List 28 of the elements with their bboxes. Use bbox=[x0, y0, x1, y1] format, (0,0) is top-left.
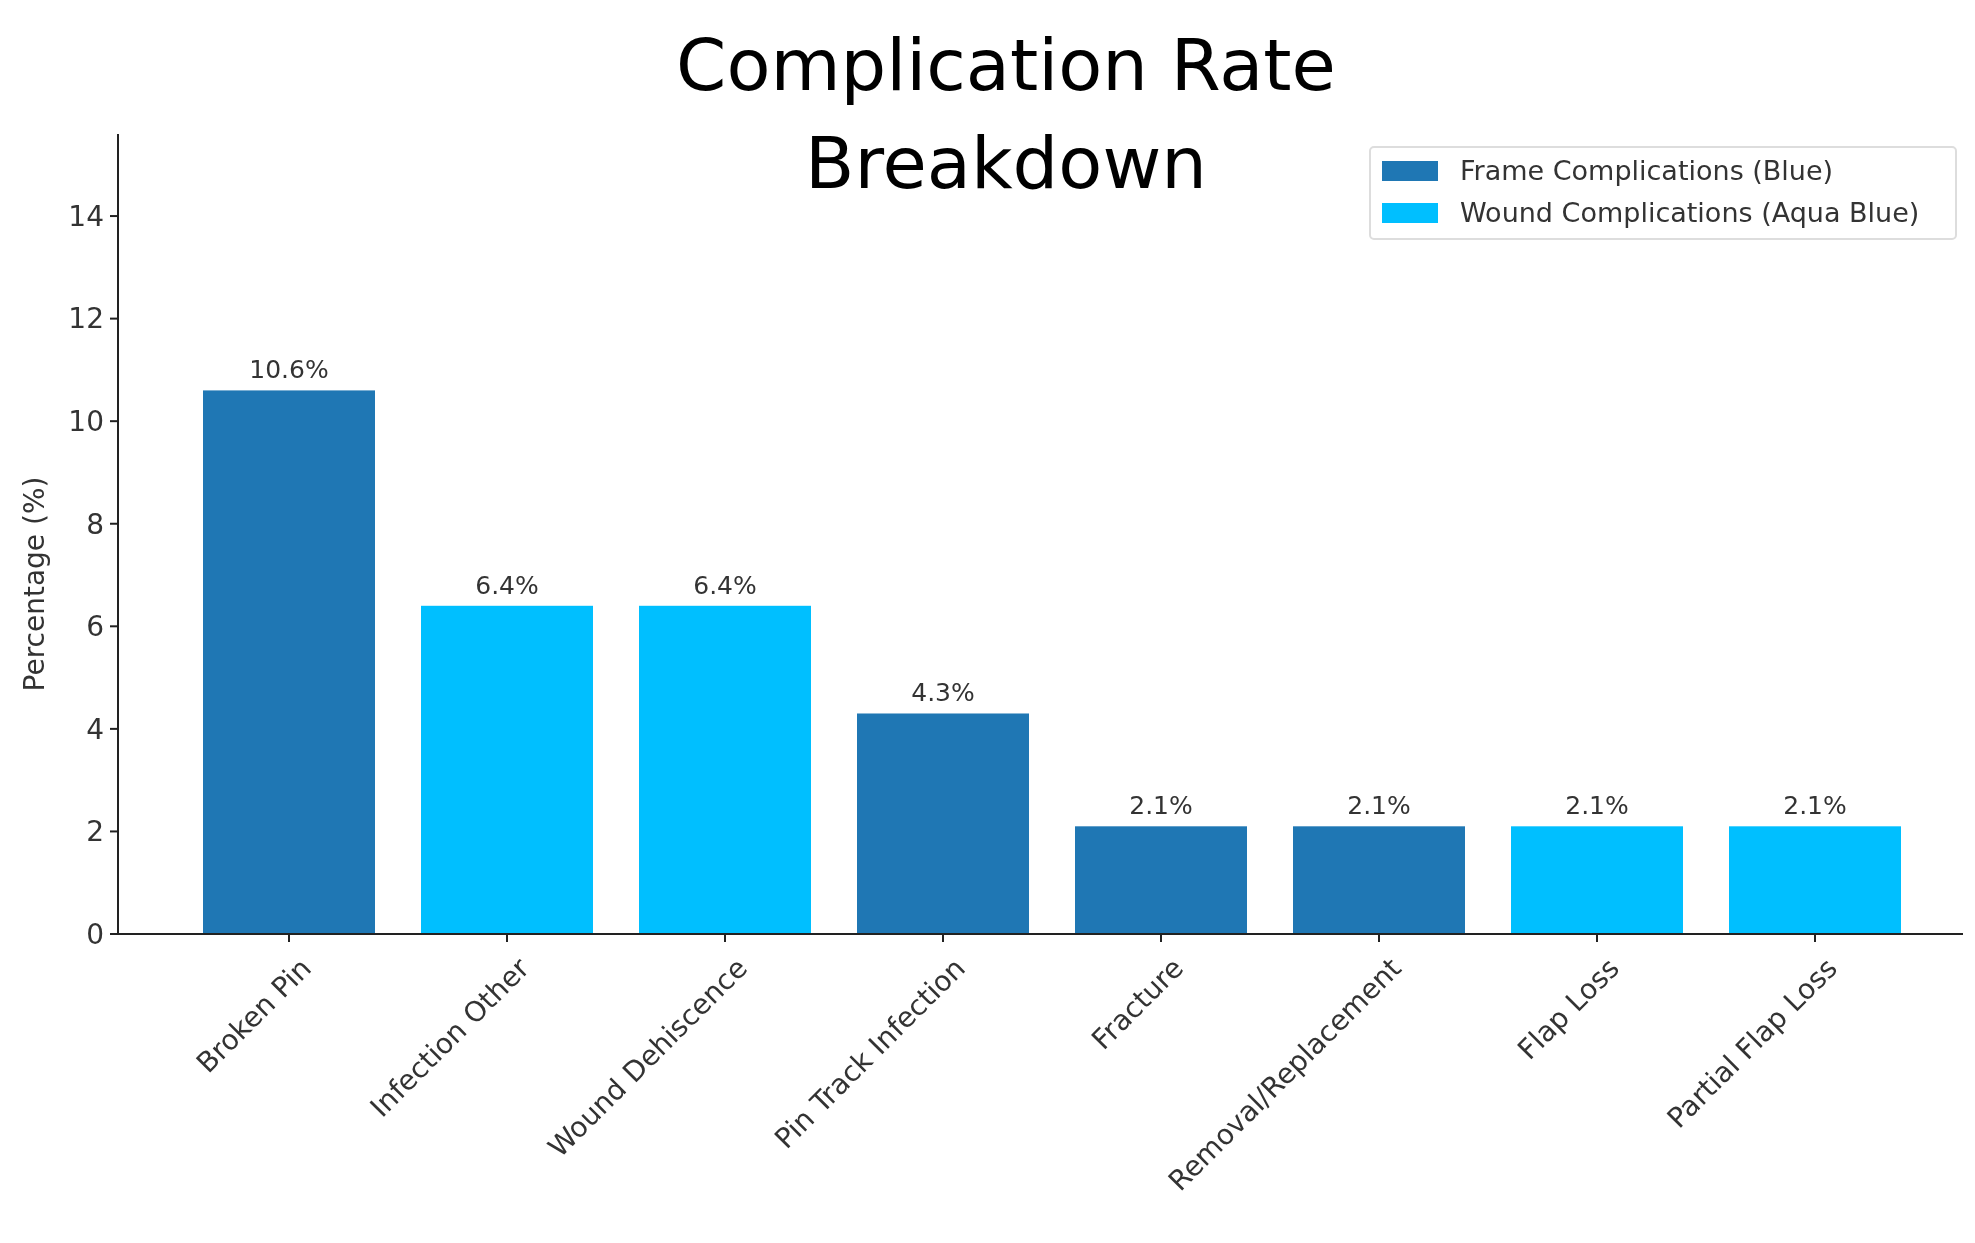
y-tick-label: 12 bbox=[68, 302, 104, 336]
text: 6.4% bbox=[693, 570, 757, 600]
text: 2.1% bbox=[1129, 791, 1193, 821]
y-tick-label: 6 bbox=[86, 610, 104, 644]
legend-label: Wound Complications (Aqua Blue) bbox=[1460, 197, 1920, 229]
bar bbox=[1293, 826, 1465, 934]
y-tick-label: 14 bbox=[68, 199, 104, 233]
bar bbox=[639, 605, 811, 934]
y-tick-label: 0 bbox=[86, 917, 104, 951]
y-tick-label: 10 bbox=[68, 404, 104, 438]
bar bbox=[1075, 826, 1247, 934]
text: 2.1% bbox=[1783, 791, 1847, 821]
text: 4.3% bbox=[911, 678, 975, 708]
bar bbox=[857, 713, 1029, 934]
bar bbox=[421, 605, 593, 934]
y-tick-label: 4 bbox=[86, 712, 104, 746]
text: 2.1% bbox=[1347, 791, 1411, 821]
bar bbox=[1511, 826, 1683, 934]
text: 6.4% bbox=[475, 570, 539, 600]
chart-title: Complication Rate Breakdown bbox=[676, 23, 1336, 205]
bar bbox=[203, 390, 375, 934]
text: 10.6% bbox=[249, 355, 329, 385]
y-tick-label: 8 bbox=[86, 507, 104, 541]
y-axis-title: Percentage (%) bbox=[18, 476, 51, 692]
text: 2.1% bbox=[1565, 791, 1629, 821]
legend-label: Frame Complications (Blue) bbox=[1460, 155, 1834, 187]
y-tick-label: 2 bbox=[86, 815, 104, 849]
bar bbox=[1729, 826, 1901, 934]
